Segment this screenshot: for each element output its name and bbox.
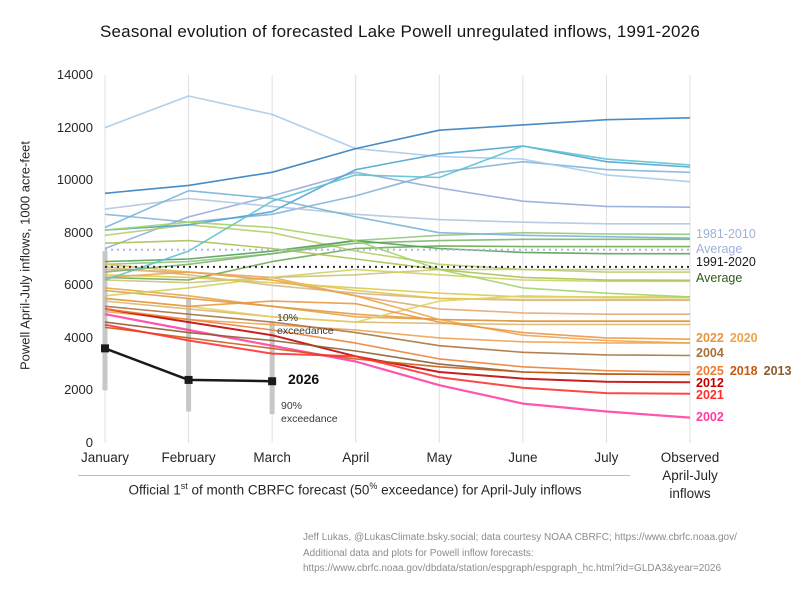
- exceedance-10-line2: exceedance: [277, 325, 334, 338]
- y-tick-label: 0: [85, 435, 93, 450]
- series-marker-2026: [184, 375, 193, 384]
- series-line-1997: [104, 95, 691, 183]
- exceedance-10-annotation: 10% exceedance: [277, 312, 334, 338]
- x-tick-label: February: [161, 450, 216, 465]
- series-line-2003: [104, 310, 690, 344]
- credits-line3: https://www.cbrfc.noaa.gov/dbdata/statio…: [303, 563, 722, 574]
- caption-part: Official 1: [128, 482, 181, 498]
- credits-line1: Jeff Lukas, @LukasClimate.bsky.social; d…: [303, 532, 737, 543]
- right-label-part: 2012: [696, 375, 724, 390]
- series-line-2018: [104, 326, 691, 376]
- series-line-2017: [104, 189, 691, 239]
- right-label-part: 2013: [763, 364, 792, 379]
- series-line-1995: [104, 160, 691, 223]
- right-label: 1981-2010: [696, 227, 756, 241]
- series-line-1999: [104, 231, 691, 266]
- right-label: 2002: [696, 410, 724, 424]
- right-label: 2012: [696, 376, 724, 390]
- right-label-part: Average: [696, 271, 743, 286]
- series-line-2022: [104, 297, 691, 340]
- right-label: 2025 2018 2013: [696, 364, 791, 378]
- right-label: 2004: [696, 346, 724, 360]
- caption-part: of month CBRFC forecast (50: [187, 482, 370, 498]
- x-tick-label: April: [342, 450, 370, 465]
- right-label-part: 2002: [696, 410, 724, 425]
- series-line-2024: [104, 221, 691, 298]
- right-label-part: 2021: [696, 387, 724, 402]
- right-label: 1991-2020: [696, 255, 756, 269]
- right-label-part: 2020: [729, 331, 758, 346]
- series-line-2020: [104, 271, 691, 344]
- y-tick-label: 10000: [56, 172, 93, 188]
- right-label-part: 2022: [696, 331, 724, 346]
- y-tick-label: 4000: [64, 329, 93, 345]
- right-label: Average: [696, 242, 742, 256]
- series-line-2007: [104, 289, 690, 323]
- series-2026-label: 2026: [288, 371, 320, 387]
- y-tick-label: 14000: [56, 67, 93, 82]
- x-tick-label: Observed April-July inflows: [660, 450, 720, 502]
- series-marker-2026: [101, 344, 109, 353]
- y-axis-title: Powell April-July inflows, 1000 acre-fee…: [17, 140, 33, 371]
- series-line-2023: [104, 145, 691, 281]
- right-label-part: 2025: [696, 364, 724, 379]
- exceedance-90-annotation: 90% exceedance: [281, 400, 338, 426]
- y-tick-label: 12000: [56, 119, 93, 135]
- caption-sup: st: [180, 481, 188, 491]
- series-line-2012: [104, 307, 691, 384]
- series-line-2004: [104, 305, 691, 357]
- series-line-1993: [104, 171, 691, 250]
- x-tick-label: June: [508, 450, 538, 465]
- right-label-part: 1981-2010: [696, 227, 756, 242]
- right-label-part: 2004: [696, 345, 724, 360]
- series-line-2005: [104, 245, 690, 281]
- series-line-2015: [104, 294, 690, 323]
- exceedance-90-line2: exceedance: [281, 413, 338, 426]
- caption-sup: %: [369, 481, 378, 491]
- y-tick-label: 8000: [64, 224, 93, 240]
- right-label: Average: [696, 271, 742, 285]
- series-line-2009: [104, 239, 690, 263]
- right-label-part: Average: [696, 242, 743, 257]
- right-label: 2021: [696, 388, 724, 402]
- caption-part: exceedance) for April-July inflows: [377, 482, 582, 498]
- credits-line2: Additional data and plots for Powell inf…: [303, 547, 534, 559]
- series-line-2008: [104, 238, 690, 273]
- right-label-part: 2018: [729, 364, 758, 379]
- series-line-2014: [104, 268, 690, 297]
- series-line-2025: [104, 308, 691, 373]
- credits: Jeff Lukas, @LukasClimate.bsky.social; d…: [303, 530, 737, 577]
- y-tick-label: 6000: [64, 277, 93, 293]
- exceedance-90-line1: 90%: [281, 400, 303, 412]
- series-marker-2026: [268, 377, 277, 386]
- series-line-1992: [104, 300, 690, 326]
- y-tick-label: 2000: [64, 382, 93, 398]
- x-axis-caption: Official 1st of month CBRFC forecast (50…: [70, 481, 640, 498]
- series-line-2021: [104, 323, 691, 395]
- x-tick-label: May: [426, 450, 453, 465]
- series-line-1998: [104, 197, 690, 225]
- x-tick-label: July: [594, 450, 619, 465]
- series-line-2011: [104, 117, 691, 195]
- right-label-part: 1991-2020: [696, 255, 756, 270]
- x-tick-label: March: [253, 450, 291, 465]
- series-line-2002: [104, 313, 691, 419]
- x-axis-rule: [78, 475, 630, 476]
- right-label: 2022 2020: [696, 331, 758, 345]
- chart-title: Seasonal evolution of forecasted Lake Po…: [99, 22, 700, 41]
- series-line-1996: [104, 224, 690, 273]
- exceedance-10-line1: 10%: [277, 312, 299, 324]
- x-tick-label: January: [80, 450, 130, 465]
